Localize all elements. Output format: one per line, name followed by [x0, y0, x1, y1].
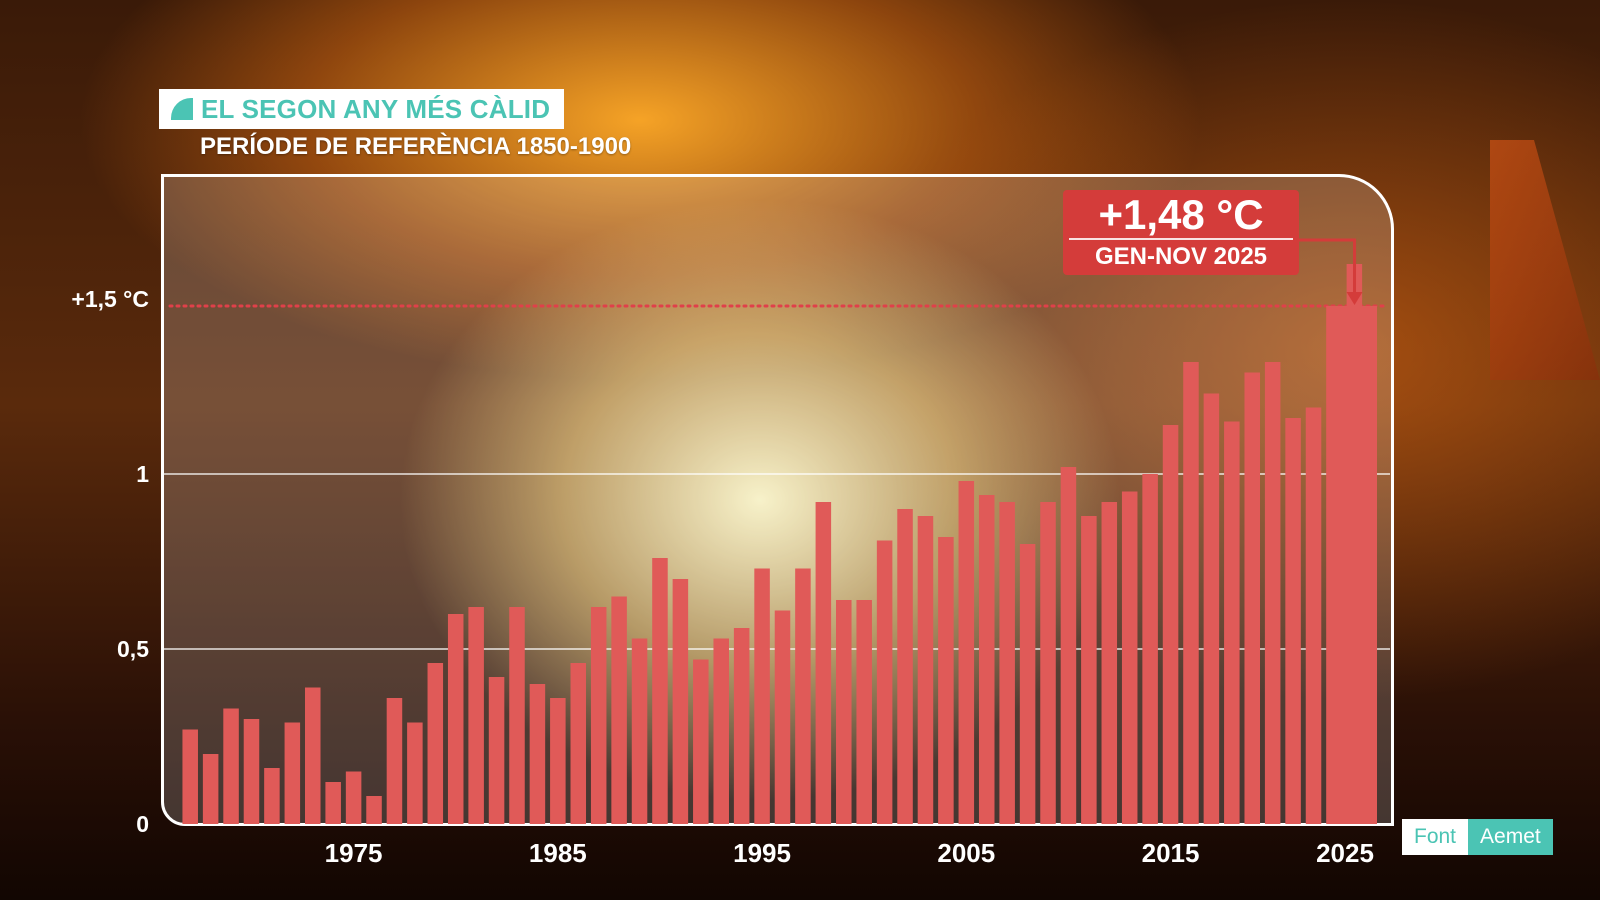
x-tick-label: 2005 — [937, 838, 995, 868]
bar — [284, 722, 301, 824]
bar — [509, 607, 525, 824]
x-tick-label: 1975 — [325, 838, 383, 868]
bar — [897, 509, 913, 824]
bar — [366, 796, 382, 824]
bar — [182, 729, 198, 824]
bar — [1019, 544, 1036, 824]
source-badge: Font Aemet — [1402, 819, 1553, 855]
bar — [1060, 467, 1077, 824]
annotation-period: GEN-NOV 2025 — [1094, 243, 1268, 270]
bar — [1162, 425, 1179, 824]
y-tick-label: 0 — [136, 811, 149, 837]
bar — [856, 600, 872, 824]
annotation-arrowhead — [1346, 292, 1363, 305]
bar — [672, 579, 689, 824]
bar — [325, 782, 341, 824]
bar — [938, 537, 954, 824]
bar — [590, 607, 607, 824]
y-tick-label: 0,5 — [117, 636, 149, 662]
bar — [1101, 502, 1118, 824]
bar — [202, 754, 219, 824]
annotation-value: +1,48 °C — [1098, 191, 1264, 238]
bar — [488, 677, 505, 824]
bar — [1142, 474, 1158, 824]
bar — [774, 610, 791, 824]
bar — [876, 540, 893, 824]
bar — [1285, 418, 1301, 824]
bar — [243, 719, 260, 824]
bar — [713, 638, 729, 824]
bar — [386, 698, 403, 824]
highlight-bar — [1332, 306, 1377, 824]
bar — [978, 495, 995, 824]
bar — [733, 628, 750, 824]
bar — [815, 502, 832, 824]
bar — [468, 607, 484, 824]
annotation-divider — [1069, 238, 1293, 240]
chart-title: EL SEGON ANY MÉS CÀLID — [201, 93, 551, 124]
bar — [1305, 407, 1322, 824]
bar — [1183, 362, 1199, 824]
bar — [1040, 502, 1056, 824]
bar — [223, 708, 239, 824]
x-tick-label: 2025 — [1316, 838, 1374, 868]
bar — [447, 614, 464, 824]
bar — [958, 481, 975, 824]
bar — [1264, 362, 1281, 824]
bar — [795, 568, 811, 824]
x-tick-label: 1985 — [529, 838, 587, 868]
bar — [917, 516, 934, 824]
bar — [652, 558, 668, 824]
y-tick-label: 1 — [136, 461, 149, 487]
bar — [611, 596, 627, 824]
bar — [754, 568, 770, 824]
bar — [570, 663, 587, 824]
bar — [1244, 372, 1261, 824]
chart-title-box: EL SEGON ANY MÉS CÀLID — [159, 89, 565, 129]
bar — [1081, 516, 1097, 824]
bar — [836, 600, 852, 824]
x-tick-label: 1995 — [733, 838, 791, 868]
source-name: Aemet — [1468, 819, 1553, 855]
bar — [264, 768, 280, 824]
highlight-annotation: +1,48 °C GEN-NOV 2025 — [1063, 190, 1299, 275]
bar — [1224, 421, 1240, 824]
bar — [304, 687, 321, 824]
bar — [631, 638, 648, 824]
bar — [427, 663, 444, 824]
bar — [345, 771, 362, 824]
annotation-connector — [1299, 238, 1357, 296]
leaf-icon — [171, 98, 193, 120]
bar — [1121, 491, 1138, 824]
bar — [999, 502, 1015, 824]
y-tick-label: +1,5 °C — [71, 286, 149, 312]
bar — [550, 698, 566, 824]
bar — [1203, 393, 1220, 824]
source-label: Font — [1402, 819, 1469, 855]
bar — [693, 659, 709, 824]
x-tick-label: 2015 — [1142, 838, 1200, 868]
bar — [407, 722, 423, 824]
chart-subtitle: PERÍODE DE REFERÈNCIA 1850-1900 — [200, 133, 632, 160]
bar — [529, 684, 546, 824]
